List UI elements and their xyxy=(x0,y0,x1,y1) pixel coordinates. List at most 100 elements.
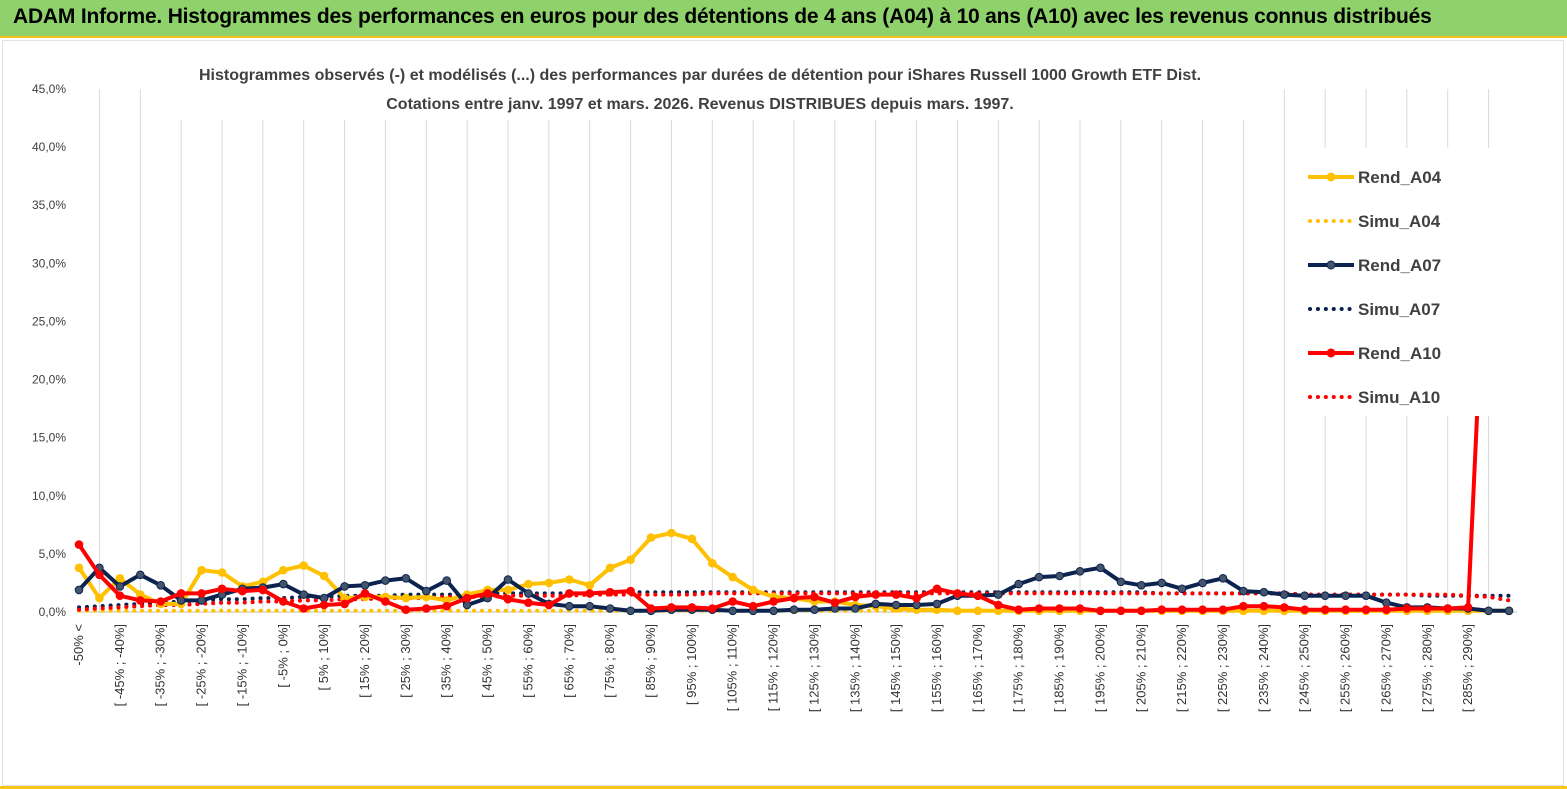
data-point xyxy=(1259,587,1269,597)
data-point xyxy=(1341,605,1350,615)
legend-item-rend-a07: Rend_A07 xyxy=(1308,256,1441,275)
data-point xyxy=(851,592,860,602)
data-point xyxy=(1320,591,1330,601)
x-tick-label: [ 265% ; 270%] xyxy=(1378,624,1393,712)
y-axis: 0,0% 5,0% 10,0% 15,0% 20,0% 25,0% 30,0% 35,0% 40… xyxy=(32,82,66,619)
data-point xyxy=(626,586,635,596)
data-point xyxy=(708,558,717,568)
data-point xyxy=(1177,605,1187,615)
data-point xyxy=(524,579,533,589)
data-point xyxy=(810,592,819,602)
data-point xyxy=(340,582,349,591)
y-tick-label: 10,0% xyxy=(32,489,66,503)
data-point xyxy=(136,570,145,580)
data-point xyxy=(217,584,227,594)
legend-label: Simu_A10 xyxy=(1358,388,1440,407)
data-point xyxy=(953,589,962,598)
data-point xyxy=(830,598,840,608)
data-point xyxy=(565,575,574,584)
legend-label: Rend_A10 xyxy=(1358,344,1441,363)
data-point xyxy=(503,575,513,584)
data-point xyxy=(115,591,125,601)
x-tick-label: [ 225% ; 230%] xyxy=(1215,624,1230,712)
data-point xyxy=(279,579,288,589)
data-point xyxy=(381,576,390,585)
x-tick-label: [ 145% ; 150%] xyxy=(888,624,903,712)
data-point xyxy=(1096,606,1105,616)
legend-marker xyxy=(1326,172,1336,182)
data-point xyxy=(544,578,554,588)
data-point xyxy=(585,581,595,590)
data-point xyxy=(258,585,268,595)
x-tick-label: [ -35% ; -30%] xyxy=(153,624,168,706)
data-point xyxy=(1484,606,1493,616)
x-tick-label: [ 135% ; 140%] xyxy=(847,624,862,712)
data-point xyxy=(973,591,983,601)
legend-marker xyxy=(1326,348,1336,358)
data-point xyxy=(279,565,288,575)
data-point xyxy=(401,593,411,603)
data-point xyxy=(1361,591,1371,601)
data-point xyxy=(789,593,799,603)
data-point xyxy=(422,586,431,596)
data-point xyxy=(197,589,206,598)
data-point xyxy=(115,582,125,591)
x-tick-label: [ 165% ; 170%] xyxy=(970,624,985,712)
data-point xyxy=(1096,563,1105,573)
data-point xyxy=(646,604,656,613)
series-line xyxy=(77,167,1491,613)
chart-title: Histogrammes observés (-) et modélisés (… xyxy=(199,67,1201,84)
data-point xyxy=(381,597,390,606)
x-tick-label: [ 45% ; 50%] xyxy=(480,624,495,698)
data-point xyxy=(1504,606,1514,616)
data-point xyxy=(442,601,452,611)
x-tick-label: [ 175% ; 180%] xyxy=(1011,624,1026,712)
data-point xyxy=(932,599,942,609)
data-point xyxy=(503,585,513,595)
data-point xyxy=(1423,604,1432,613)
x-tick-label: [ 35% ; 40%] xyxy=(439,624,454,698)
data-point xyxy=(1382,605,1391,615)
x-tick-label: [ -45% ; -40%] xyxy=(112,624,127,706)
data-point xyxy=(503,594,513,604)
data-point xyxy=(524,598,533,608)
x-tick-label: [ 285% ; 290%] xyxy=(1460,624,1475,712)
legend-item-simu-a07: Simu_A07 xyxy=(1308,300,1440,319)
x-tick-label: [ 115% ; 120%] xyxy=(766,624,781,711)
data-point xyxy=(319,600,329,610)
data-point xyxy=(360,589,370,598)
data-point xyxy=(299,590,309,599)
y-tick-label: 45,0% xyxy=(32,82,66,96)
y-tick-label: 0,0% xyxy=(39,605,67,619)
data-point xyxy=(1055,604,1064,613)
x-tick-label: [ 95% ; 100%] xyxy=(684,624,699,705)
chart-subtitle: Cotations entre janv. 1997 et mars. 2026… xyxy=(386,96,1014,113)
data-point xyxy=(95,570,104,580)
data-point xyxy=(1177,584,1187,594)
legend-item-rend-a04: Rend_A04 xyxy=(1308,168,1442,187)
data-point xyxy=(605,604,615,613)
x-tick-label: [ 25% ; 30%] xyxy=(398,624,413,698)
data-point xyxy=(1157,605,1166,615)
data-point xyxy=(1157,578,1166,588)
y-tick-label: 35,0% xyxy=(32,198,66,212)
data-point xyxy=(217,568,227,577)
data-point xyxy=(442,576,452,585)
data-point xyxy=(401,605,411,615)
x-tick-label: [ 105% ; 110%] xyxy=(725,624,740,711)
data-point xyxy=(1341,591,1350,601)
data-point xyxy=(319,571,329,581)
data-point xyxy=(1014,579,1024,589)
data-point xyxy=(401,574,411,583)
data-point xyxy=(994,600,1003,610)
data-point xyxy=(115,574,125,583)
data-point xyxy=(74,563,84,573)
data-point xyxy=(462,593,472,603)
x-tick-label: [ 125% ; 130%] xyxy=(806,624,821,712)
data-point xyxy=(891,600,901,610)
x-tick-label: [ 5% ; 10%] xyxy=(316,624,331,690)
data-point xyxy=(912,593,921,603)
data-point xyxy=(176,596,186,605)
data-point xyxy=(565,601,574,611)
series-group xyxy=(74,163,1514,616)
